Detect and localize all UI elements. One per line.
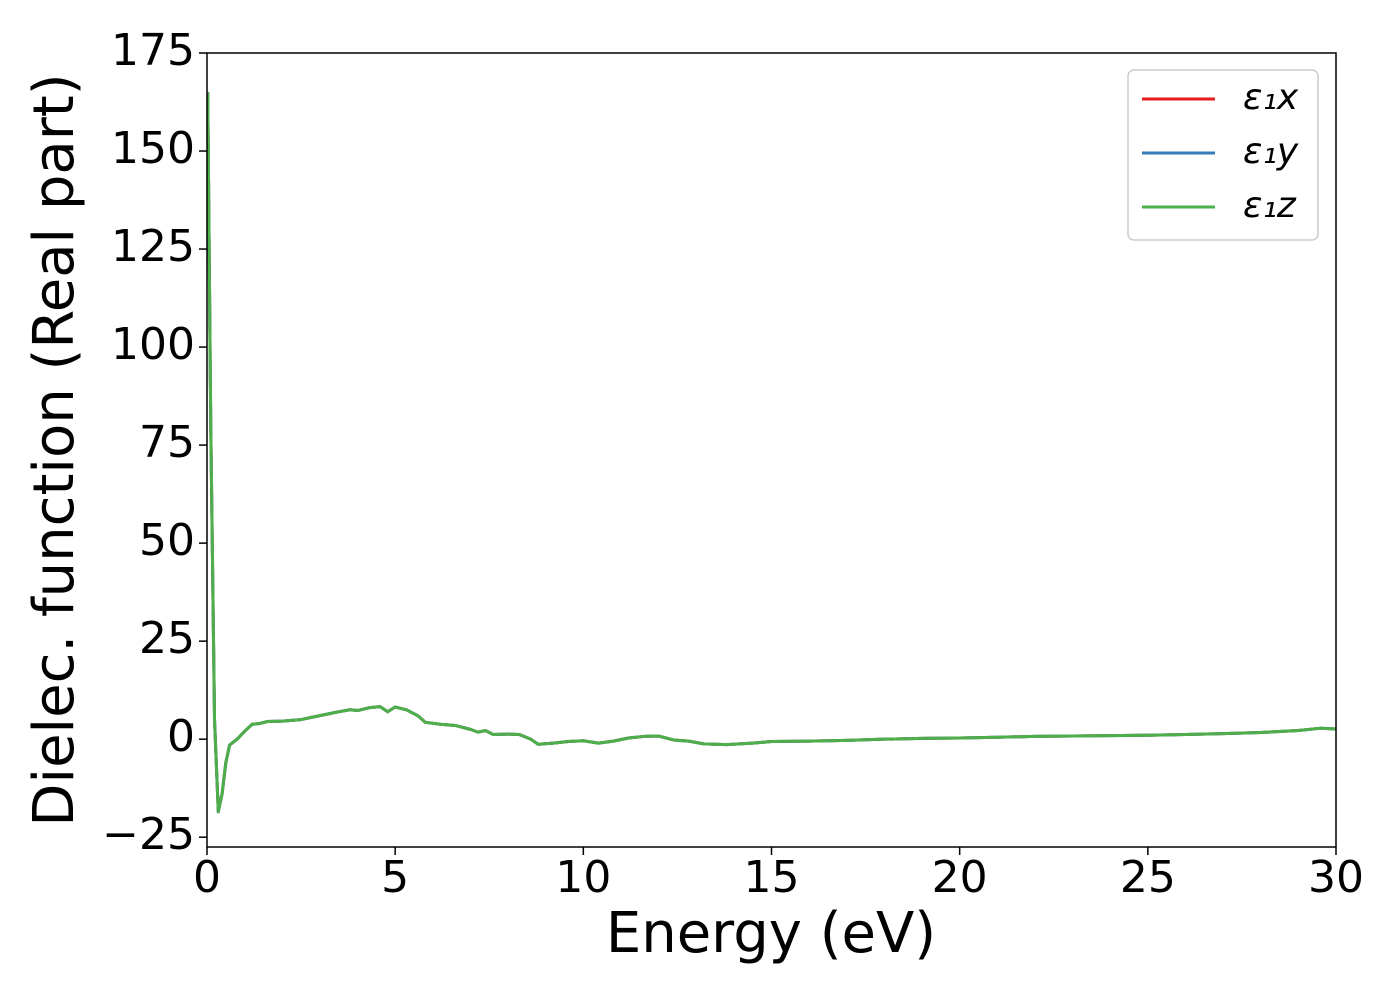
y-tick-label: 25 <box>139 613 195 664</box>
x-tick-label: 20 <box>932 852 988 903</box>
legend-label: ε₁z <box>1243 185 1297 226</box>
y-tick-label: 50 <box>139 515 195 566</box>
x-axis-label: Energy (eV) <box>606 901 936 966</box>
legend-box <box>1127 69 1319 241</box>
x-tick-label: 0 <box>193 852 221 903</box>
plot-lines <box>207 92 1336 814</box>
legend: ε₁x ε₁y ε₁z <box>1127 69 1319 241</box>
legend-label: ε₁x <box>1243 77 1299 118</box>
y-tick-label: 175 <box>111 25 195 76</box>
x-tick-label: 30 <box>1308 852 1364 903</box>
y-tick-label: 125 <box>111 221 195 272</box>
y-tick-label: 150 <box>111 123 195 174</box>
y-axis-label: Dielec. function (Real part) <box>22 73 87 826</box>
y-tick-label: 75 <box>139 417 195 468</box>
y-tick-label: 0 <box>167 711 195 762</box>
x-tick-label: 25 <box>1120 852 1176 903</box>
y-tick-label: −25 <box>102 809 195 860</box>
legend-label: ε₁y <box>1243 131 1299 172</box>
x-tick-label: 10 <box>555 852 611 903</box>
x-tick-label: 5 <box>381 852 409 903</box>
plot-frame <box>206 52 1337 848</box>
y-tick-label: 100 <box>111 319 195 370</box>
series-line <box>207 92 1336 814</box>
x-tick-label: 15 <box>744 852 800 903</box>
